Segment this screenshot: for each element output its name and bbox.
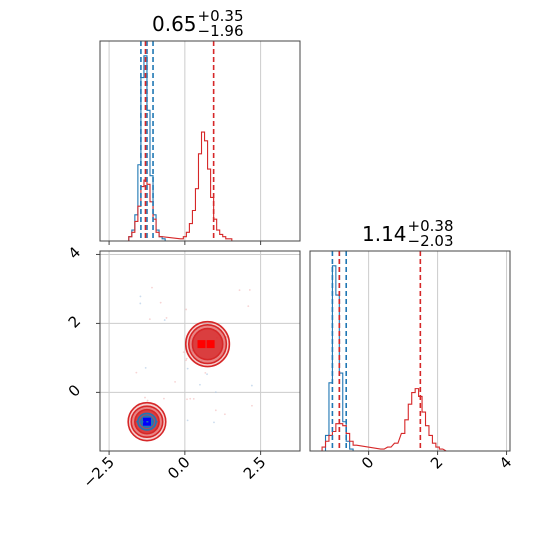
contour-sample-point: [214, 409, 217, 412]
contour-x-tick-label: −2.5: [79, 453, 117, 491]
contour-sample-point: [223, 413, 226, 416]
title-value: 1.14: [362, 222, 407, 246]
contour-frame: [99, 250, 301, 452]
title-upper-error: +0.38: [407, 217, 454, 235]
contour-sample-point: [151, 286, 153, 289]
contour-sample-point: [247, 305, 250, 308]
contour-sample-point: [163, 319, 166, 321]
contour-sample-point: [248, 289, 251, 291]
contour-sample-point: [204, 371, 207, 374]
contour-sample-point: [189, 397, 192, 400]
title-errors: +0.38 −2.03: [408, 219, 454, 249]
contour-peak-red: [197, 340, 206, 349]
contour-sample-point: [186, 398, 188, 401]
contour-sample-point: [213, 421, 215, 424]
title-errors: +0.35 −1.96: [198, 9, 244, 39]
right-histogram-series-red-steps: [321, 388, 450, 452]
contour-sample-point: [238, 289, 241, 292]
bottom-histogram-title: 1.14 +0.38 −2.03: [362, 219, 454, 249]
contour-sample-point: [186, 419, 189, 422]
right-histogram-x-tick-label: 4: [496, 453, 515, 472]
top-histogram-series-red-steps: [128, 131, 235, 242]
contour-sample-point: [251, 404, 253, 407]
contour-x-tick-label: 2.5: [240, 453, 270, 483]
right-histogram-plot: [321, 251, 508, 452]
contour-y-tick-label: 0: [65, 381, 84, 400]
contour-sample-point: [199, 383, 201, 386]
contour-sample-point: [182, 351, 185, 354]
contour-sample-point: [163, 397, 165, 400]
contour-sample-point: [185, 357, 188, 360]
top-histogram-frame: [99, 40, 301, 242]
contour-sample-point: [165, 317, 168, 319]
contour-sample-point: [146, 399, 149, 402]
contour-sample-point: [135, 371, 138, 374]
title-lower-error: −1.96: [197, 22, 244, 40]
contour-sample-point: [250, 384, 253, 387]
right-histogram-frame: [309, 250, 511, 452]
contour-sample-point: [139, 295, 142, 298]
contour-sample-point: [186, 367, 189, 370]
contour-sample-point: [192, 398, 195, 400]
contour-sample-point: [174, 380, 176, 383]
contour-x-tick-label: 0.0: [164, 453, 194, 483]
contour-sample-point: [144, 396, 146, 399]
contour-plot: [100, 251, 300, 451]
contour-sample-point: [185, 359, 187, 362]
contour-y-tick-label: 4: [65, 243, 84, 262]
contour-sample-point: [206, 373, 208, 376]
contour-sample-point: [148, 318, 151, 321]
contour-peak-red: [206, 340, 215, 349]
contour-sample-point: [159, 301, 162, 304]
contour-sample-point: [214, 391, 217, 394]
title-value: 0.65: [152, 12, 197, 36]
contour-sample-point: [185, 308, 188, 311]
contour-sample-point: [139, 302, 142, 305]
top-histogram-plot: [108, 41, 262, 242]
top-histogram-title: 0.65 +0.35 −1.96: [152, 9, 244, 39]
title-upper-error: +0.35: [197, 7, 244, 25]
right-histogram-x-tick-label: 0: [358, 453, 377, 472]
contour-sample-point: [144, 366, 147, 369]
contour-y-tick-label: 2: [65, 312, 84, 331]
title-lower-error: −2.03: [407, 232, 454, 250]
right-histogram-x-tick-label: 2: [427, 453, 446, 472]
